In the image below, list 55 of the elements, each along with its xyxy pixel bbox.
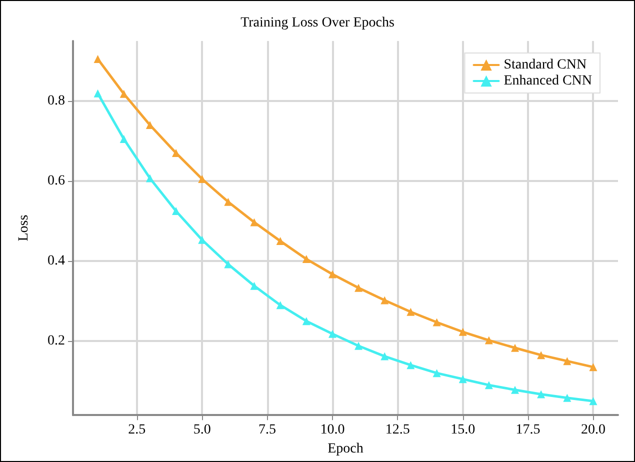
y-axis-title: Loss xyxy=(16,214,32,242)
point xyxy=(484,336,493,344)
y-tick-label: 0.4 xyxy=(48,254,65,269)
point xyxy=(458,328,467,336)
x-tick-label: 7.5 xyxy=(258,422,276,438)
x-tick-label: 20.0 xyxy=(580,422,606,438)
point xyxy=(224,260,232,268)
y-tick-label: 0.6 xyxy=(48,174,65,189)
point xyxy=(354,342,363,350)
point xyxy=(458,375,467,384)
y-tick-label: 0.8 xyxy=(48,94,65,109)
point xyxy=(328,270,336,278)
point xyxy=(380,296,389,304)
point xyxy=(328,330,336,338)
legend-label: Standard CNN xyxy=(504,58,587,72)
legend-label: Enhanced CNN xyxy=(504,74,592,88)
y-tick-label: 0.2 xyxy=(48,334,65,349)
point xyxy=(276,301,284,310)
point xyxy=(511,386,519,394)
point xyxy=(511,344,519,352)
point xyxy=(302,317,310,326)
point xyxy=(250,218,258,226)
point xyxy=(276,237,284,246)
point xyxy=(406,361,415,370)
point xyxy=(406,308,415,316)
x-tick-label: 15.0 xyxy=(450,422,476,438)
point xyxy=(537,390,546,398)
point xyxy=(563,357,572,366)
x-tick-label: 12.5 xyxy=(385,422,410,438)
point xyxy=(94,89,102,98)
point xyxy=(172,207,180,216)
point xyxy=(432,318,441,326)
point xyxy=(172,149,180,158)
chart-title: Training Loss Over Epochs xyxy=(240,16,394,30)
point xyxy=(120,90,128,98)
point xyxy=(563,394,572,402)
x-tick-label: 17.5 xyxy=(516,422,540,438)
point xyxy=(484,381,493,390)
point xyxy=(589,397,598,406)
x-tick-label: 2.5 xyxy=(128,422,146,438)
x-tick-label: 5.0 xyxy=(193,422,211,438)
point xyxy=(380,352,389,360)
point xyxy=(224,198,232,206)
x-axis-title: Epoch xyxy=(328,442,364,456)
point xyxy=(250,282,258,290)
point xyxy=(354,284,363,292)
point xyxy=(302,255,310,264)
point xyxy=(120,135,128,144)
x-tick-label: 10.0 xyxy=(320,422,345,438)
point xyxy=(146,174,154,182)
point xyxy=(589,363,598,372)
point xyxy=(146,121,154,130)
point xyxy=(537,351,546,360)
point xyxy=(432,369,441,378)
point xyxy=(94,55,102,64)
